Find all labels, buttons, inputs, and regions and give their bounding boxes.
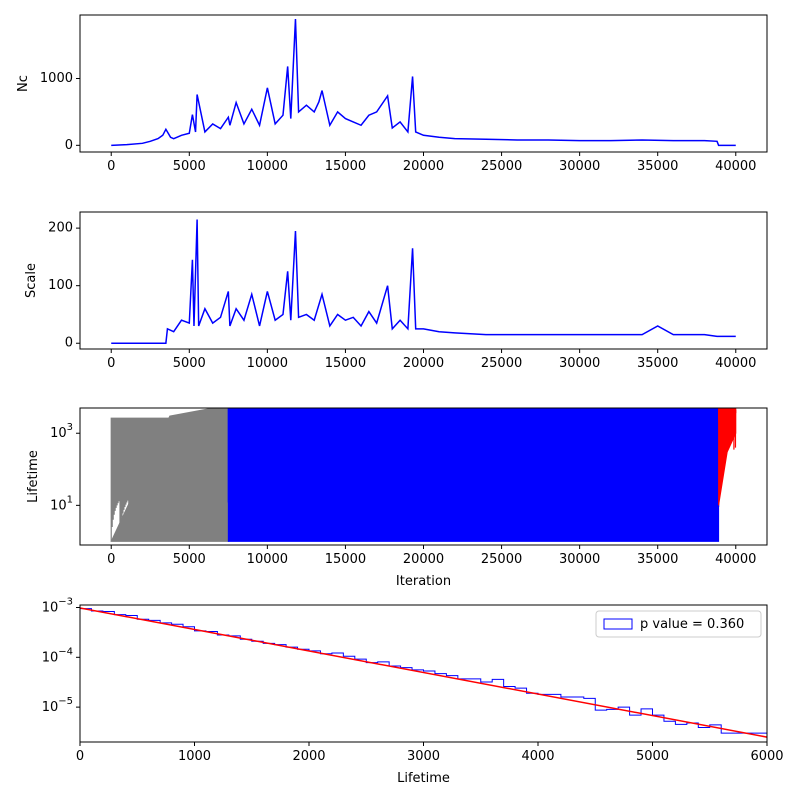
x-tick-label: 30000 — [559, 552, 600, 567]
legend: p value = 0.360 — [595, 610, 762, 638]
x-tick-label: 15000 — [325, 552, 366, 567]
x-tick-label: 40000 — [715, 356, 756, 371]
x-tick-label: 40000 — [715, 552, 756, 567]
series-line-nc — [111, 18, 736, 147]
x-tick-label: 10000 — [247, 552, 288, 567]
y-tick-label: 0 — [65, 138, 73, 153]
x-tick-label: 35000 — [637, 552, 678, 567]
x-tick-label: 35000 — [637, 159, 678, 174]
chart-hist: 0 1000 2000 3000 4000 5000 6000 10−3 10−4 10−5 Lif… — [42, 596, 784, 786]
y-tick-label: 101 — [50, 494, 73, 513]
x-tick-label: 0 — [76, 749, 84, 764]
x-tick-label: 10000 — [247, 356, 288, 371]
x-axis-label: Lifetime — [397, 771, 450, 786]
x-tick-label: 25000 — [481, 159, 522, 174]
plot-area-nc — [111, 18, 736, 147]
x-tick-label: 5000 — [173, 356, 206, 371]
y-tick-label: 103 — [50, 422, 73, 441]
y-tick-label: 200 — [48, 221, 73, 236]
series-spikes-0 — [110, 417, 229, 542]
x-tick-label: 30000 — [559, 356, 600, 371]
x-tick-label: 6000 — [750, 749, 783, 764]
legend-swatch — [603, 618, 633, 630]
x-tick-label: 5000 — [173, 552, 206, 567]
chart-nc: 0 5000 10000 15000 20000 25000 30000 35000 40000… — [16, 14, 768, 174]
x-tick-label: 15000 — [325, 159, 366, 174]
y-axis-label: Nc — [16, 75, 31, 92]
x-tick-label: 20000 — [403, 356, 444, 371]
y-tick-label: 10−3 — [42, 596, 73, 615]
x-tick-label: 2000 — [292, 749, 325, 764]
y-tick-label: 1000 — [40, 71, 73, 86]
y-tick-label: 0 — [65, 336, 73, 351]
series-spikes-2 — [717, 409, 737, 450]
x-tick-label: 35000 — [637, 356, 678, 371]
legend-label: p value = 0.360 — [640, 617, 744, 632]
x-tick-label: 4000 — [521, 749, 554, 764]
y-tick-label: 10−5 — [42, 696, 73, 715]
chart-scale: 0 5000 10000 15000 20000 25000 30000 35000 40000… — [24, 211, 768, 371]
plot-area-hist — [80, 607, 767, 738]
x-tick-label: 25000 — [481, 356, 522, 371]
x-tick-label: 0 — [107, 356, 115, 371]
y-axis-label: Lifetime — [26, 450, 41, 503]
axes-nc-frame — [79, 14, 768, 153]
x-tick-label: 20000 — [403, 552, 444, 567]
x-tick-label: 15000 — [325, 356, 366, 371]
chart-lifetime: 0 5000 10000 15000 20000 25000 30000 35000 40000… — [26, 407, 768, 589]
x-tick-label: 5000 — [173, 159, 206, 174]
y-tick-label: 100 — [48, 278, 73, 293]
x-tick-label: 0 — [107, 159, 115, 174]
x-tick-label: 40000 — [715, 159, 756, 174]
x-tick-label: 3000 — [407, 749, 440, 764]
plot-area-scale — [111, 219, 736, 344]
plot-area-lifetime — [110, 408, 737, 542]
y-axis-label: Scale — [24, 263, 39, 298]
fit-line — [80, 607, 767, 738]
x-tick-label: 5000 — [636, 749, 669, 764]
x-tick-label: 25000 — [481, 552, 522, 567]
series-spikes-1 — [227, 408, 720, 542]
x-tick-label: 20000 — [403, 159, 444, 174]
x-axis-label: Iteration — [396, 574, 451, 589]
y-tick-label: 10−4 — [42, 646, 73, 665]
x-tick-label: 0 — [107, 552, 115, 567]
series-line-scale — [111, 219, 736, 344]
legend-box — [595, 610, 762, 638]
x-tick-label: 1000 — [178, 749, 211, 764]
x-tick-label: 10000 — [247, 159, 288, 174]
x-tick-label: 30000 — [559, 159, 600, 174]
